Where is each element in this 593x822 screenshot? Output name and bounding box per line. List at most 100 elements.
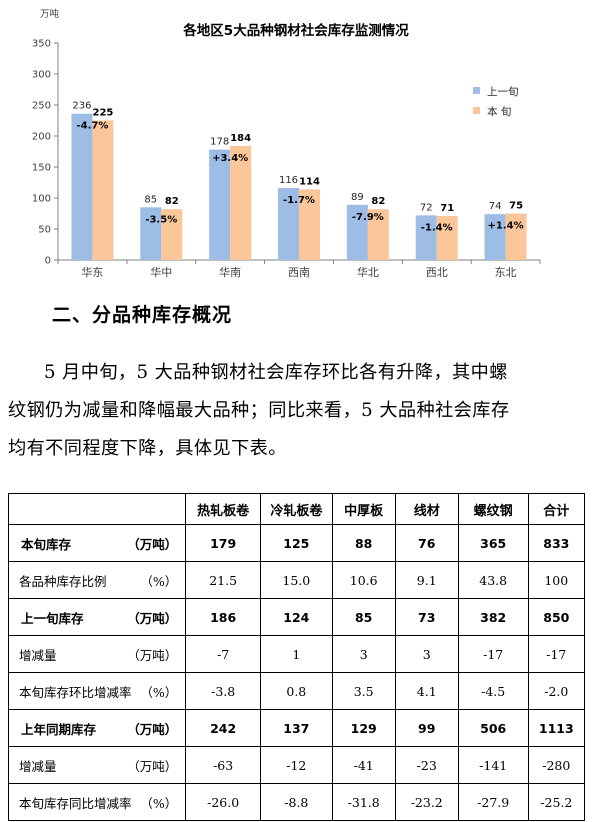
row-label-cell: （万吨） 增减量 — [7, 635, 187, 673]
table-cell: 88 — [331, 524, 396, 562]
paragraph-line-1: 5 月中旬，5 大品种钢材社会库存环比各有升降，其中螺 — [44, 362, 508, 383]
row-unit: （%） — [140, 795, 178, 811]
bar-prev-period — [484, 214, 506, 260]
x-tick-label: 华中 — [150, 265, 172, 279]
table-cell: 3 — [394, 635, 459, 673]
data-label-current: 82 — [165, 196, 179, 207]
row-unit: （万吨） — [127, 536, 178, 552]
change-label: -7.9% — [352, 212, 384, 223]
data-label-prev: 74 — [489, 201, 502, 212]
table-header-cell: 线材 — [394, 493, 459, 525]
table-cell: -3.8 — [185, 672, 261, 710]
table-cell: -63 — [185, 746, 261, 784]
data-label-current: 114 — [299, 176, 320, 187]
table-cell: 9.1 — [394, 561, 459, 599]
row-label: 上年同期库存 — [21, 721, 97, 737]
bar-current-period — [92, 120, 114, 260]
bar-prev-period — [415, 215, 437, 260]
table-cell: 1113 — [527, 709, 586, 747]
data-label-prev: 89 — [351, 192, 364, 203]
x-tick-label: 东北 — [495, 266, 517, 279]
change-label: +3.4% — [212, 153, 248, 164]
table-cell: 3 — [331, 635, 396, 673]
row-label: 上一旬库存 — [21, 610, 84, 626]
y-tick-label: 100 — [32, 194, 51, 205]
change-label: -3.5% — [145, 214, 177, 225]
change-label: -1.4% — [421, 222, 453, 233]
y-tick-label: 50 — [38, 225, 51, 236]
table-header-cell: 螺纹钢 — [457, 493, 529, 525]
bar-prev-period — [140, 207, 162, 260]
table-row: （万吨） 增减量 -63 -12 -41 -23 -141 -280 — [7, 746, 586, 784]
row-unit: （万吨） — [127, 647, 178, 663]
table-cell: 850 — [527, 598, 586, 636]
bar-current-period — [299, 189, 320, 260]
table-cell: 125 — [260, 524, 333, 562]
section-title: 二、分品种库存概况 — [52, 304, 233, 326]
table-cell: 21.5 — [185, 561, 261, 599]
row-label: 各品种库存比例 — [19, 573, 107, 589]
row-label: 本旬库存 — [21, 536, 72, 552]
table-cell: 3.5 — [331, 672, 396, 710]
data-label-current: 225 — [92, 108, 113, 119]
data-label-prev: 236 — [72, 101, 91, 112]
x-tick-label: 华北 — [357, 265, 379, 279]
row-unit: （%） — [140, 684, 178, 700]
row-label-cell: （万吨） 上年同期库存 — [7, 709, 187, 747]
data-label-prev: 85 — [144, 194, 157, 205]
y-tick-label: 0 — [45, 256, 51, 267]
change-label: -1.7% — [283, 195, 315, 206]
table-row: （万吨） 增减量 -7 1 3 3 -17 -17 — [7, 635, 586, 673]
table-cell: -41 — [331, 746, 396, 784]
table-cell: -17 — [457, 635, 529, 673]
paragraph-line-3: 均有不同程度下降，具体见下表。 — [8, 438, 287, 459]
table-cell: 85 — [331, 598, 396, 636]
table-row: （万吨） 本旬库存 179 125 88 76 365 833 — [7, 524, 586, 562]
x-tick-label: 西北 — [426, 266, 448, 279]
bar-current-period — [367, 209, 389, 260]
row-label-cell: （万吨） 上一旬库存 — [7, 598, 187, 636]
data-label-current: 71 — [440, 203, 454, 214]
bar-prev-period — [71, 113, 93, 261]
data-label-prev: 178 — [210, 137, 229, 148]
x-tick-label: 西南 — [288, 266, 310, 279]
row-unit: （万吨） — [127, 758, 178, 774]
bar-current-period — [230, 145, 252, 260]
table-cell: -23.2 — [394, 783, 459, 821]
table-cell: 186 — [185, 598, 261, 636]
table-cell: 129 — [331, 709, 396, 747]
bar-prev-period — [346, 204, 368, 260]
chart-title: 各地区5大品种钢材社会库存监测情况 — [182, 22, 409, 39]
table-cell: 43.8 — [457, 561, 529, 599]
legend-label: 上一旬 — [487, 85, 519, 98]
table-cell: 365 — [457, 524, 529, 562]
row-unit: （万吨） — [127, 610, 178, 626]
row-unit: （万吨） — [127, 721, 178, 737]
table-cell: -280 — [527, 746, 586, 784]
bar-prev-period — [278, 188, 299, 260]
row-unit: （%） — [140, 573, 178, 589]
table-cell: 137 — [260, 709, 333, 747]
y-tick-label: 250 — [32, 101, 51, 112]
legend-swatch — [473, 107, 480, 114]
change-label: -4.7% — [76, 121, 108, 132]
table-cell: -25.2 — [527, 783, 586, 821]
table-cell: -31.8 — [331, 783, 396, 821]
table-cell: 382 — [457, 598, 529, 636]
table-cell: 73 — [394, 598, 459, 636]
data-label-prev: 72 — [420, 202, 433, 213]
table-cell: -12 — [260, 746, 333, 784]
table-header-cell: 冷轧板卷 — [260, 493, 333, 525]
change-label: +1.4% — [488, 221, 524, 232]
row-label-cell: （%） 各品种库存比例 — [7, 561, 187, 599]
inventory-table: 热轧板卷 冷轧板卷 中厚板 线材 螺纹钢 合计 （万吨） 本旬库存 179 125 88 76 365… — [7, 493, 586, 821]
bar-current-period — [161, 209, 183, 260]
row-label: 本旬库存同比增减率 — [19, 795, 132, 811]
table-cell: -4.5 — [457, 672, 529, 710]
table-cell: 242 — [185, 709, 261, 747]
paragraph-line-2: 纹钢仍为减量和降幅最大品种；同比来看，5 大品种社会库存 — [8, 400, 510, 421]
table-header-cell: 中厚板 — [331, 493, 396, 525]
table-cell: -26.0 — [185, 783, 261, 821]
inventory-bar-chart: 各地区5大品种钢材社会库存监测情况 万吨 0 50 100 150 200 250 300 350… — [32, 8, 541, 279]
x-tick-label: 华南 — [219, 265, 241, 279]
